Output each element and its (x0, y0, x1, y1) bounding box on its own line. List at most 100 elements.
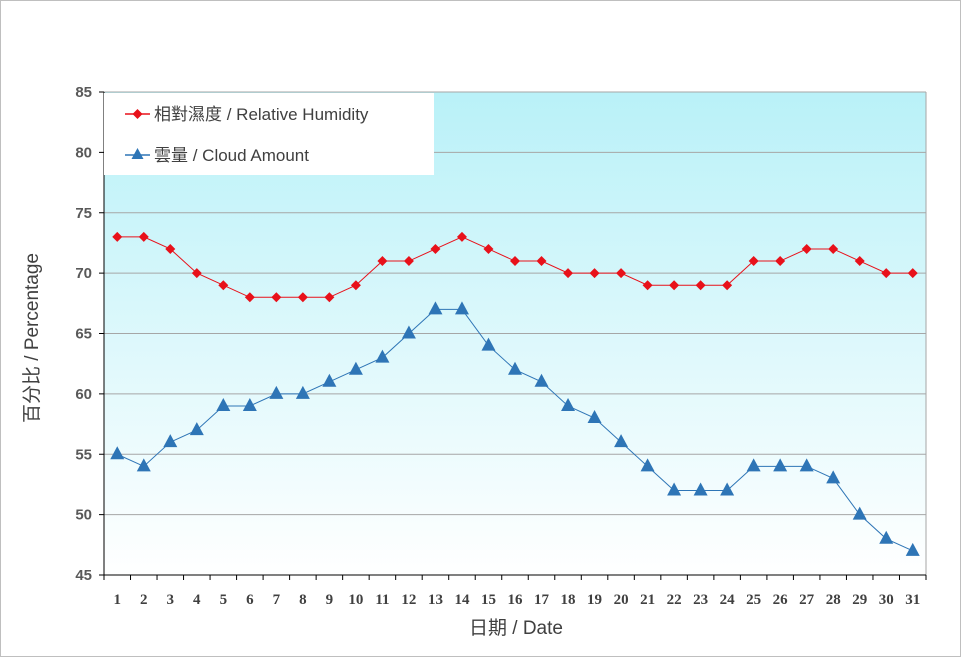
x-tick-label: 1 (114, 592, 122, 608)
y-tick-label: 45 (75, 567, 92, 584)
legend-triangle-icon (131, 148, 144, 159)
humidity-point (377, 256, 388, 267)
cloud-point (242, 397, 257, 411)
humidity-point (616, 268, 627, 279)
x-tick-label: 14 (454, 592, 470, 608)
cloud-point (216, 397, 231, 411)
cloud-point (481, 337, 496, 351)
humidity-point (563, 268, 574, 279)
humidity-point (722, 280, 733, 291)
cloud-point (667, 482, 682, 496)
cloud-point (693, 482, 708, 496)
legend: 相對濕度 / Relative Humidity 雲量 / Cloud Amou… (104, 93, 434, 175)
humidity-point (589, 268, 600, 279)
cloud-point (110, 446, 125, 460)
x-tick-label: 18 (561, 592, 576, 608)
x-tick-label: 31 (905, 592, 920, 608)
cloud-point (428, 301, 443, 315)
x-tick-label: 10 (348, 592, 363, 608)
y-tick-label: 50 (75, 507, 92, 524)
x-tick-label: 16 (508, 592, 524, 608)
x-tick-label: 27 (799, 592, 815, 608)
humidity-point (775, 256, 786, 267)
cloud-point (905, 542, 920, 556)
cloud-point (773, 458, 788, 472)
cloud-point (136, 458, 151, 472)
humidity-point (165, 243, 176, 254)
cloud-point (295, 385, 310, 399)
cloud-point (322, 373, 337, 387)
humidity-point (748, 256, 759, 267)
cloud-point (508, 361, 522, 375)
cloud-point (561, 397, 576, 411)
humidity-point (881, 268, 892, 279)
humidity-point (483, 243, 494, 254)
legend-humidity-label: 相對濕度 / Relative Humidity (154, 105, 369, 124)
x-tick-label: 30 (879, 592, 894, 608)
x-tick-label: 4 (193, 592, 201, 608)
y-tick-label: 55 (75, 446, 92, 463)
cloud-point (269, 385, 284, 399)
cloud-point (720, 482, 735, 496)
cloud-point (746, 458, 761, 472)
x-tick-label: 12 (401, 592, 416, 608)
x-tick-label: 2 (140, 592, 148, 608)
legend-cloud-label: 雲量 / Cloud Amount (154, 146, 309, 165)
cloud-point (534, 373, 549, 387)
humidity-point (138, 231, 149, 242)
humidity-point (907, 268, 918, 279)
y-tick-label: 65 (75, 326, 92, 343)
cloud-point (826, 470, 841, 484)
humidity-point (669, 280, 680, 291)
cloud-point (401, 325, 416, 339)
y-tick-label: 70 (75, 265, 92, 282)
humidity-point (430, 243, 441, 254)
legend-box (104, 93, 434, 175)
humidity-point (350, 280, 361, 291)
x-tick-label: 15 (481, 592, 496, 608)
x-tick-label: 25 (746, 592, 761, 608)
cloud-point (348, 361, 363, 375)
x-tick-label: 21 (640, 592, 655, 608)
y-axis-label: 百分比 / Percentage (21, 253, 43, 423)
x-tick-label: 24 (720, 592, 736, 608)
y-tick-label: 75 (75, 205, 92, 222)
humidity-point (191, 268, 202, 279)
humidity-point (510, 256, 520, 267)
x-tick-label: 19 (587, 592, 602, 608)
x-tick-label: 5 (220, 592, 228, 608)
y-tick-label: 80 (75, 144, 92, 161)
cloud-point (454, 301, 469, 315)
x-tick-label: 29 (852, 592, 867, 608)
x-tick-label: 26 (773, 592, 789, 608)
cloud-point (189, 422, 204, 436)
cloud-point (852, 506, 867, 520)
cloud-point (587, 410, 602, 424)
x-tick-label: 3 (167, 592, 175, 608)
cloud-point (799, 458, 814, 472)
x-tick-label: 7 (273, 592, 281, 608)
y-tick-label: 85 (75, 84, 92, 101)
x-tick-label: 13 (428, 592, 443, 608)
humidity-point (801, 243, 812, 254)
humidity-point (456, 231, 467, 242)
x-tick-label: 23 (693, 592, 708, 608)
humidity-point (828, 243, 839, 254)
humidity-point (271, 292, 282, 303)
x-tick-label: 8 (299, 592, 307, 608)
x-tick-label: 6 (246, 592, 254, 608)
x-tick-label: 22 (667, 592, 682, 608)
legend-diamond-icon (132, 109, 143, 119)
cloud-point (163, 434, 178, 448)
humidity-point (536, 256, 547, 267)
x-tick-label: 9 (326, 592, 334, 608)
humidity-point (324, 292, 335, 303)
x-tick-label: 20 (614, 592, 629, 608)
x-tick-label: 11 (375, 592, 389, 608)
y-tick-label: 60 (75, 386, 92, 403)
humidity-point (403, 256, 414, 267)
cloud-point (375, 349, 390, 363)
cloud-point (640, 458, 655, 472)
